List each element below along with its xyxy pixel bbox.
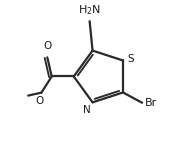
Text: H$_2$N: H$_2$N [78,3,101,17]
Text: O: O [35,96,43,106]
Text: N: N [83,105,91,115]
Text: Br: Br [145,98,157,108]
Text: O: O [43,41,52,51]
Text: S: S [127,54,134,64]
